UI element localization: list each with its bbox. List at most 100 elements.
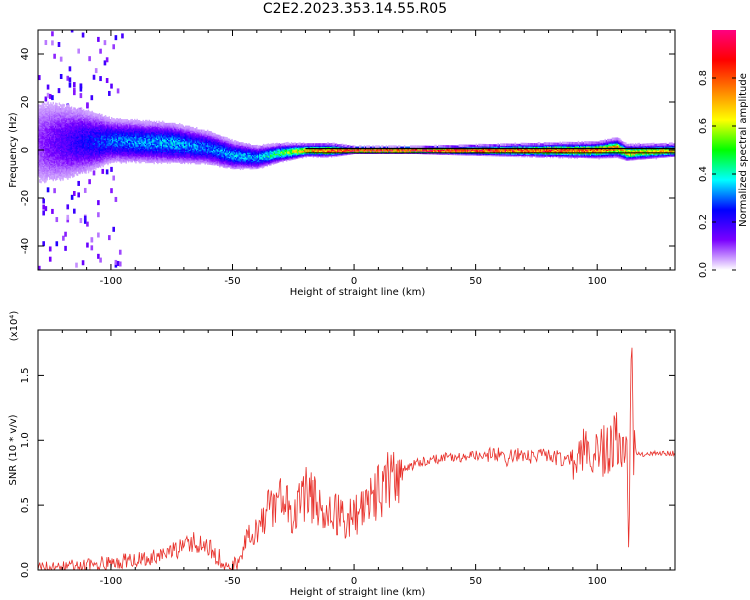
- spectral-cell: [102, 116, 104, 120]
- spectral-cell: [87, 111, 90, 115]
- spectral-cell: [138, 119, 141, 123]
- spectral-cell: [59, 56, 63, 62]
- spectral-cell: [58, 106, 61, 109]
- spectral-cell: [42, 241, 45, 247]
- spectral-cell: [47, 106, 50, 109]
- spectral-cell: [89, 111, 91, 114]
- spectral-cell: [110, 117, 113, 120]
- spectral-cell: [48, 93, 52, 99]
- spectral-cell: [58, 102, 61, 106]
- spectral-cell: [158, 123, 160, 126]
- spectral-cell: [90, 237, 94, 243]
- spectral-cell: [152, 122, 154, 125]
- spectral-cell: [93, 112, 96, 116]
- spectral-cell: [52, 105, 54, 109]
- spectral-cell: [45, 107, 47, 111]
- spectral-cell: [42, 102, 45, 105]
- spectral-cell: [51, 40, 54, 46]
- spectral-cell: [86, 221, 89, 227]
- spectral-cell: [129, 120, 131, 123]
- spectral-cell: [68, 82, 72, 88]
- spectral-cell: [93, 166, 96, 170]
- spectral-cell: [57, 88, 61, 94]
- spectral-cell: [40, 175, 42, 179]
- spectral-cell: [77, 192, 80, 198]
- spectral-cell: [45, 179, 47, 183]
- spectral-cell: [134, 118, 136, 122]
- spectral-cell: [106, 116, 108, 120]
- spectral-cell: [101, 113, 103, 117]
- spectral-cell: [157, 123, 159, 126]
- spectral-cell: [127, 120, 130, 123]
- spectral-cell: [101, 116, 103, 119]
- spectral-cell: [132, 120, 135, 123]
- spectral-cell: [47, 103, 50, 107]
- chart-title: C2E2.2023.353.14.55.R05: [262, 1, 448, 17]
- spectral-cell: [44, 102, 46, 106]
- spectral-cell: [73, 190, 76, 196]
- spectral-cell: [61, 104, 63, 108]
- spectral-cell: [69, 175, 72, 179]
- spectral-cell: [169, 161, 171, 164]
- spectral-cell: [131, 118, 134, 122]
- spectral-cell: [39, 104, 41, 108]
- spectral-cell: [38, 75, 41, 81]
- spectral-cell: [74, 107, 76, 111]
- spectral-cell: [38, 265, 41, 270]
- spectral-cell: [99, 76, 102, 82]
- spectral-cell: [84, 110, 86, 114]
- spectral-cell: [53, 188, 56, 194]
- spectral-cell: [86, 110, 89, 113]
- spectral-cell: [160, 121, 163, 125]
- spectral-cell: [140, 121, 142, 124]
- spectral-cell: [112, 175, 115, 181]
- spectral-cell: [158, 120, 160, 124]
- spectral-cell: [51, 31, 54, 37]
- spectral-cell: [38, 104, 40, 107]
- spectral-cell: [67, 104, 69, 107]
- spectral-cell: [70, 106, 73, 110]
- spectral-cell: [92, 112, 95, 115]
- spectral-cell: [80, 107, 82, 110]
- spectral-cell: [73, 90, 76, 96]
- spectral-cell: [103, 60, 107, 66]
- spectral-cell: [72, 109, 74, 112]
- spectral-cell: [85, 109, 87, 113]
- spectral-cell: [61, 176, 63, 180]
- spectral-cell: [126, 119, 129, 122]
- spectral-cell: [44, 96, 48, 102]
- spectral-cell: [97, 36, 100, 42]
- spectral-cell: [67, 107, 69, 111]
- spectral-cell: [73, 82, 76, 88]
- spectral-cell: [146, 119, 148, 123]
- spectral-cell: [154, 121, 157, 125]
- spectral-cell: [103, 40, 107, 46]
- spectral-cell: [85, 171, 87, 174]
- spectral-cell: [116, 261, 120, 267]
- spectral-cell: [104, 115, 107, 118]
- spectral-cell: [48, 104, 51, 107]
- spectral-cell: [68, 104, 70, 108]
- spectral-cell: [46, 102, 48, 105]
- spectral-cell: [155, 120, 158, 124]
- spectral-cell: [136, 121, 138, 124]
- spectral-cell: [148, 119, 151, 123]
- spectral-cell: [81, 260, 85, 266]
- spectral-cell: [55, 104, 57, 108]
- spectral-cell: [51, 208, 54, 214]
- spectral-cell: [96, 113, 98, 117]
- spectral-cell: [59, 107, 62, 111]
- spectral-cell: [38, 110, 40, 113]
- spectral-cell: [45, 104, 47, 107]
- spectral-cell: [59, 73, 63, 79]
- spectral-cell: [114, 262, 118, 268]
- spectral-cell: [112, 118, 114, 121]
- spectral-cell: [59, 177, 62, 180]
- spectral-cell: [164, 122, 166, 126]
- spectral-cell: [82, 109, 85, 112]
- spectral-cell: [79, 93, 83, 99]
- spectral-cell: [70, 194, 74, 200]
- spectral-cell: [76, 173, 79, 176]
- spectral-cell: [118, 119, 120, 122]
- spectral-cell: [140, 160, 142, 164]
